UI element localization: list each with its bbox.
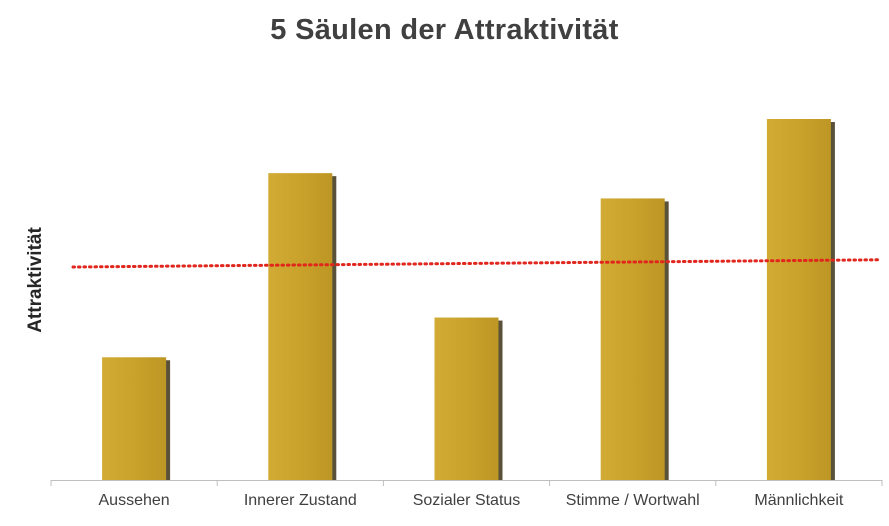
x-tick-label: Männlichkeit bbox=[754, 492, 843, 509]
x-tick-label: Aussehen bbox=[99, 492, 170, 509]
x-tick-label: Stimme / Wortwahl bbox=[566, 492, 700, 509]
ticks-layer bbox=[50, 480, 883, 486]
chart-title: 5 Säulen der Attraktivität bbox=[270, 14, 619, 46]
x-tick-labels: Aussehen Innerer Zustand Sozialer Status St… bbox=[99, 492, 844, 509]
bar-innerer-zustand bbox=[268, 173, 333, 480]
trendline bbox=[71, 258, 880, 269]
bars-layer bbox=[102, 119, 835, 481]
bar-stimme-wortwahl bbox=[600, 198, 665, 481]
x-tick-label: Sozialer Status bbox=[413, 492, 521, 509]
x-tick-label: Innerer Zustand bbox=[244, 492, 357, 509]
bar-männlichkeit bbox=[766, 119, 831, 480]
bar-aussehen bbox=[102, 357, 167, 480]
bar-sozialer-status bbox=[434, 317, 499, 480]
